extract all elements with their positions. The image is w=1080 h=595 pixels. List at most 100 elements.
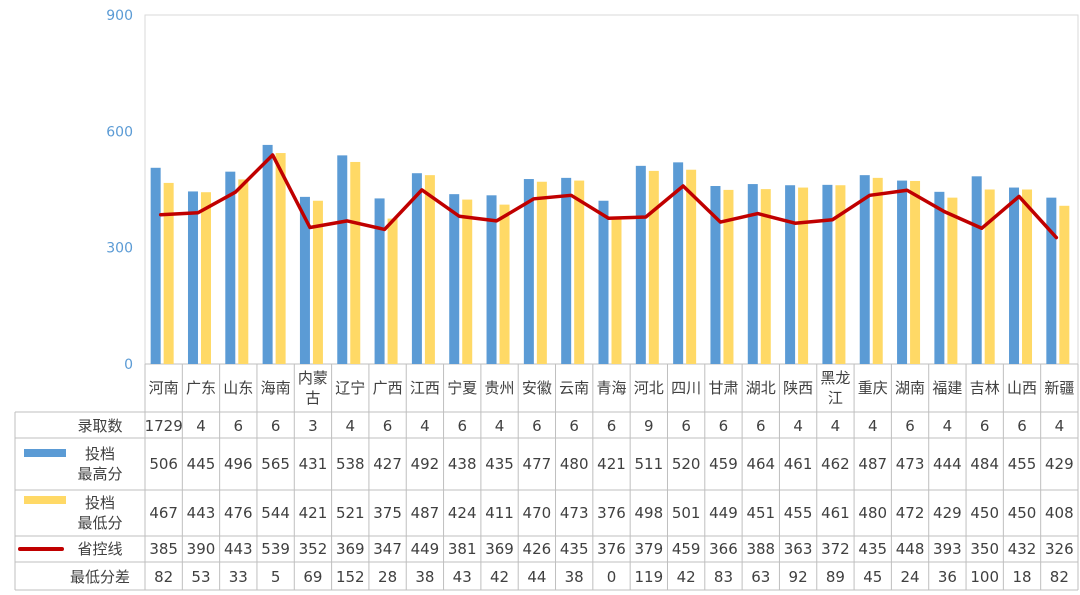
table-cell: 4 xyxy=(831,417,841,435)
bar-min xyxy=(798,187,809,364)
table-cell: 473 xyxy=(560,504,589,522)
bar-min xyxy=(723,189,734,364)
category-label: 陕西 xyxy=(783,379,813,397)
bar-max xyxy=(561,177,572,364)
table-cell: 6 xyxy=(532,417,542,435)
category-label: 贵州 xyxy=(485,379,515,397)
table-cell: 347 xyxy=(373,540,402,558)
table-cell: 429 xyxy=(933,504,962,522)
bar-min xyxy=(536,181,547,364)
bar-max xyxy=(299,196,310,364)
table-cell: 6 xyxy=(383,417,393,435)
category-label: 广西 xyxy=(373,379,403,397)
bar-min xyxy=(910,180,921,364)
table-cell: 411 xyxy=(485,504,514,522)
table-cell: 53 xyxy=(191,568,210,586)
y-tick-label: 600 xyxy=(106,124,133,140)
table-cell: 4 xyxy=(793,417,803,435)
bar-max xyxy=(971,176,982,364)
bar-min xyxy=(984,189,995,364)
table-cell: 3 xyxy=(308,417,318,435)
table-cell: 461 xyxy=(784,455,813,473)
bar-max xyxy=(1046,197,1057,364)
table-cell: 476 xyxy=(224,504,253,522)
table-cell: 38 xyxy=(415,568,434,586)
bar-max xyxy=(523,179,534,364)
legend-swatch-max xyxy=(24,449,66,457)
table-cell: 83 xyxy=(714,568,733,586)
table-cell: 443 xyxy=(187,504,216,522)
bar-min xyxy=(350,161,361,364)
table-cell: 450 xyxy=(970,504,999,522)
bar-min xyxy=(1059,205,1070,364)
bar-min xyxy=(574,180,585,364)
bar-max xyxy=(449,194,460,364)
table-cell: 438 xyxy=(448,455,477,473)
category-label: 海南 xyxy=(261,379,291,397)
table-cell: 429 xyxy=(1045,455,1074,473)
table-cell: 461 xyxy=(821,504,850,522)
category-label: 内蒙 xyxy=(298,369,328,387)
bar-max xyxy=(635,165,646,364)
table-cell: 464 xyxy=(746,455,775,473)
table-cell: 4 xyxy=(345,417,355,435)
table-cell: 421 xyxy=(597,455,626,473)
table-cell: 92 xyxy=(789,568,808,586)
table-cell: 6 xyxy=(607,417,617,435)
table-cell: 492 xyxy=(411,455,440,473)
table-cell: 6 xyxy=(756,417,766,435)
category-label: 黑龙 xyxy=(820,369,850,387)
table-cell: 444 xyxy=(933,455,962,473)
bar-max xyxy=(337,155,348,364)
control-line xyxy=(158,153,1059,240)
category-label: 宁夏 xyxy=(447,379,477,397)
bar-max xyxy=(411,173,422,364)
table-cell: 376 xyxy=(597,504,626,522)
table-cell: 45 xyxy=(863,568,882,586)
bar-max xyxy=(486,195,497,364)
table-cell: 82 xyxy=(1050,568,1069,586)
table-cell: 4 xyxy=(495,417,505,435)
table-cell: 6 xyxy=(905,417,915,435)
table-cell: 480 xyxy=(858,504,887,522)
bar-max xyxy=(747,184,758,364)
category-label: 福建 xyxy=(932,379,962,397)
y-tick-label: 900 xyxy=(106,8,133,24)
table-cell: 435 xyxy=(485,455,514,473)
table-cell: 385 xyxy=(149,540,178,558)
table-cell: 43 xyxy=(453,568,472,586)
bar-max xyxy=(374,198,385,364)
table-cell: 9 xyxy=(644,417,654,435)
table-cell: 408 xyxy=(1045,504,1074,522)
table-cell: 33 xyxy=(229,568,248,586)
bar-max xyxy=(897,180,908,364)
table-cell: 459 xyxy=(709,455,738,473)
y-tick-label: 300 xyxy=(106,241,133,257)
table-cell: 455 xyxy=(784,504,813,522)
bar-max xyxy=(785,185,796,364)
table-cell: 538 xyxy=(336,455,365,473)
table-cell: 449 xyxy=(709,504,738,522)
category-label: 古 xyxy=(305,389,320,407)
table-cell: 449 xyxy=(411,540,440,558)
table-cell: 487 xyxy=(411,504,440,522)
category-label: 安徽 xyxy=(522,379,552,397)
table-cell: 473 xyxy=(896,455,925,473)
category-label: 四川 xyxy=(671,379,701,397)
table-cell: 390 xyxy=(187,540,216,558)
row-label: 最低分差 xyxy=(70,568,130,586)
category-label: 云南 xyxy=(559,379,589,397)
table-cell: 511 xyxy=(634,455,663,473)
bar-min xyxy=(424,175,435,364)
bar-min xyxy=(462,199,473,364)
table-cell: 100 xyxy=(970,568,999,586)
bar-min xyxy=(648,170,659,364)
table-cell: 544 xyxy=(261,504,290,522)
bar-min xyxy=(200,192,211,364)
table-cell: 393 xyxy=(933,540,962,558)
table-cell: 6 xyxy=(569,417,579,435)
table-cell: 38 xyxy=(565,568,584,586)
table-cell: 521 xyxy=(336,504,365,522)
bar-max xyxy=(598,200,609,364)
